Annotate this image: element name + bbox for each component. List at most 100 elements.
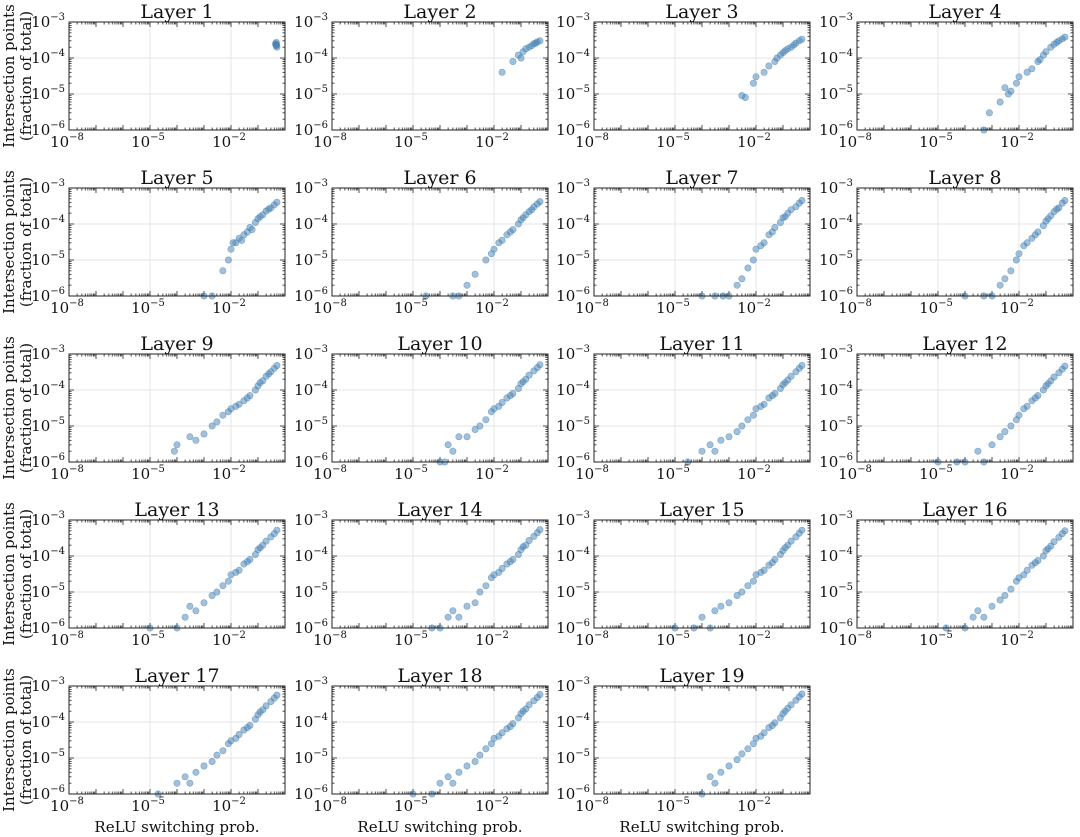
subplot-title: Layer 16 [922,499,1007,521]
y-tick-label: 10−3 [556,344,590,363]
x-tick-label: 10−5 [656,132,690,151]
subplot-title: Layer 14 [397,499,482,521]
data-point [781,707,789,715]
y-tick-label: 10−3 [556,178,590,197]
data-point [200,430,208,438]
data-point [969,613,977,621]
data-point [229,239,237,247]
x-tick-label: 10−8 [50,464,84,483]
data-point [717,768,725,776]
data-point [1001,275,1009,283]
subplot-title: Layer 5 [140,167,213,189]
y-tick-label: 10−3 [294,344,328,363]
data-point [711,779,719,787]
x-tick-label: 10−2 [737,630,771,649]
data-point [273,41,281,49]
data-point [482,416,490,424]
y-tick-label: 10−6 [31,120,65,139]
data-point [525,371,533,379]
y-tick-label: 10−3 [556,676,590,695]
data-point [1012,256,1020,264]
y-tick-label: 10−5 [294,748,328,767]
data-point [173,779,181,787]
data-point [1028,65,1036,73]
y-axis-label-line2: (fraction of total) [17,509,35,639]
data-point [219,747,227,755]
data-point [224,256,232,264]
data-point [186,779,194,787]
data-point [798,690,806,698]
subplot-title: Layer 15 [659,499,744,521]
y-tick-label: 10−4 [294,712,328,731]
y-tick-label: 10−5 [31,582,65,601]
subplot-title: Layer 18 [397,665,482,687]
x-tick-label: 10−5 [656,796,690,815]
y-tick-label: 10−3 [556,12,590,31]
data-point [519,707,527,715]
data-point [455,613,463,621]
plot-area [593,21,811,131]
data-point [1050,538,1058,546]
data-point [227,245,235,253]
data-point [790,41,798,49]
data-point [1020,571,1028,579]
data-point [1061,197,1069,205]
subplot-3: Layer 3 10−8 10−5 10−2 10−6 10−5 10−4 10−3 [556,1,811,151]
x-tick-label: 10−5 [919,464,953,483]
data-point [471,425,479,433]
data-point [741,94,749,102]
data-point [706,773,714,781]
y-tick-label: 10−5 [556,582,590,601]
data-point [1015,250,1023,258]
data-point [243,394,251,402]
data-point [213,751,221,759]
y-tick-label: 10−5 [294,250,328,269]
data-point [749,577,757,585]
data-point [476,751,484,759]
plot-area [593,519,811,629]
y-tick-label: 10−4 [294,214,328,233]
y-tick-label: 10−3 [819,12,853,31]
data-point [265,370,273,378]
data-point [256,213,264,221]
x-tick-label: 10−2 [1000,298,1034,317]
x-tick-label: 10−2 [212,464,246,483]
data-point [749,256,757,264]
data-point [449,447,457,455]
y-tick-label: 10−4 [31,214,65,233]
data-point [476,422,484,430]
data-point [248,226,256,234]
data-point [1007,267,1015,275]
y-tick-label: 10−6 [294,784,328,803]
y-axis-label-line1: Intersection points [0,4,18,148]
data-point [798,361,806,369]
y-tick-label: 10−3 [31,344,65,363]
data-point [495,239,503,247]
x-tick-label: 10−5 [394,464,428,483]
subplot-8: Layer 8 10−8 10−5 10−2 10−6 10−5 10−4 10−3 [819,167,1074,317]
data-point [996,433,1004,441]
data-point [1061,362,1069,370]
y-tick-label: 10−4 [819,546,853,565]
y-tick-label: 10−5 [294,582,328,601]
x-tick-label: 10−5 [131,298,165,317]
y-tick-label: 10−6 [294,452,328,471]
data-point [506,228,514,236]
x-tick-label: 10−2 [475,630,509,649]
x-tick-label: 10−5 [656,630,690,649]
x-tick-label: 10−2 [475,464,509,483]
data-point [725,599,733,607]
data-point [757,568,765,576]
plot-area [593,353,811,463]
x-tick-label: 10−2 [212,630,246,649]
data-point [760,68,768,76]
y-tick-label: 10−6 [556,618,590,637]
y-axis-label-line2: (fraction of total) [17,11,35,141]
y-tick-label: 10−4 [31,48,65,67]
data-point [232,734,240,742]
data-point [1023,68,1031,76]
data-point [536,690,544,698]
data-point [495,732,503,740]
data-point [1053,38,1061,46]
data-point [738,750,746,758]
